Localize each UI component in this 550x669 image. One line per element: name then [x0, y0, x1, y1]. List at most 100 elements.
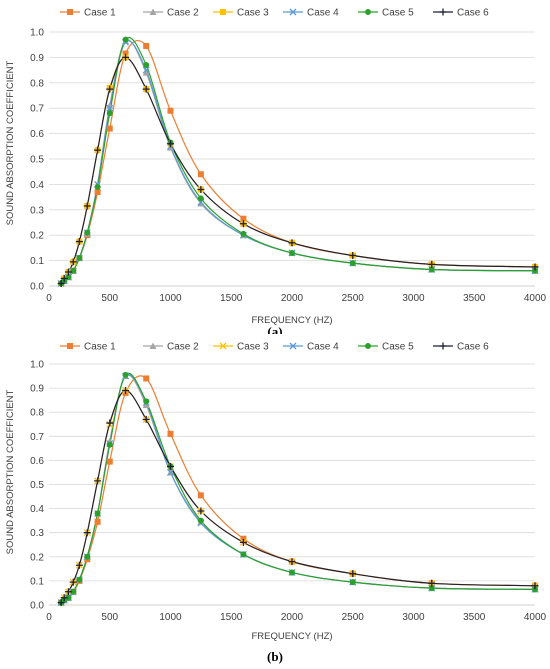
legend-item-case-1: Case 1 [60, 8, 116, 19]
series-line-case-1 [60, 39, 536, 284]
y-tick-label: 0.8 [30, 78, 44, 89]
data-point-case-6 [349, 252, 357, 260]
data-point-case-6 [239, 220, 247, 228]
data-point-case-6 [531, 582, 539, 590]
x-tick-label: 3500 [463, 293, 486, 304]
data-point-case-6 [57, 279, 65, 287]
data-point-case-1 [167, 430, 174, 437]
y-tick-label: 0.5 [30, 155, 44, 166]
series-line-case-2 [60, 39, 536, 284]
legend-item-case-4: Case 4 [283, 342, 339, 353]
y-axis-title: SOUND ABSORPTION COEFFICIENT [5, 389, 16, 554]
legend-label: Case 2 [167, 8, 199, 19]
x-tick-label: 3500 [463, 612, 486, 623]
data-point-case-6 [122, 387, 130, 395]
x-axis-title: FREQUENCY (HZ) [251, 315, 332, 326]
legend-item-case-1: Case 1 [60, 342, 116, 353]
y-tick-labels: 0.0 0.1 0.2 0.3 0.4 0.5 0.6 0.7 0.8 0.9 1.0 [30, 28, 44, 293]
data-point-case-6 [197, 185, 205, 193]
legend-swatch-marker [67, 343, 73, 349]
legend-item-case-3: Case 3 [213, 342, 269, 353]
x-tick-label: 3000 [402, 293, 425, 304]
legend-item-case-6: Case 6 [433, 8, 489, 19]
y-tick-label: 0.4 [30, 504, 44, 515]
data-point-case-6 [94, 477, 102, 485]
data-point-case-5 [197, 195, 204, 202]
data-point-case-5 [289, 249, 295, 256]
data-point-case-6 [83, 529, 91, 537]
data-point-case-5 [240, 551, 247, 558]
legend-label: Case 3 [237, 342, 269, 353]
x-tick-label: 500 [101, 293, 118, 304]
y-tick-label: 0.1 [30, 256, 44, 267]
series-line-case-3 [60, 56, 536, 284]
y-tick-label: 0.5 [30, 480, 44, 491]
legend-item-case-3: Case 3 [213, 8, 269, 19]
legend-swatch-marker [289, 342, 297, 350]
data-point-case-5 [84, 553, 91, 560]
data-point-case-1 [167, 107, 174, 114]
data-point-case-6 [69, 578, 77, 586]
data-point-case-6 [197, 507, 205, 515]
data-point-case-6 [122, 53, 130, 61]
data-point-case-1 [197, 171, 204, 178]
legend-swatch-marker [149, 8, 157, 15]
legend-swatch-marker [439, 8, 447, 16]
legend-label: Case 5 [382, 342, 414, 353]
y-tick-label: 0.8 [30, 408, 44, 419]
data-point-case-4 [167, 468, 174, 476]
series-line-case-3 [60, 389, 536, 603]
x-tick-label: 0 [46, 293, 52, 304]
legend-item-case-4: Case 4 [283, 8, 339, 19]
data-point-case-5 [428, 266, 435, 273]
data-point-case-5 [76, 576, 83, 583]
data-point-case-5 [94, 510, 101, 517]
panel-label: (b) [267, 649, 283, 664]
y-axis-title: SOUND ABSORPTION COEFFICIENT [5, 60, 16, 225]
data-point-case-6 [60, 594, 68, 602]
data-point-case-6 [142, 415, 150, 423]
x-tick-label: 2000 [281, 293, 304, 304]
y-tick-label: 0.2 [30, 231, 44, 242]
data-point-case-6 [57, 599, 65, 607]
y-tick-label: 0.3 [30, 528, 44, 539]
data-point-case-6 [64, 268, 72, 276]
data-point-case-6 [94, 146, 102, 154]
legend-item-case-2: Case 2 [143, 8, 199, 19]
data-point-case-5 [65, 594, 72, 601]
x-tick-label: 500 [101, 612, 118, 623]
chart-b: Case 1 Case 2 Case 3 Case 4 Case 5 Case 6 0.0… [5, 342, 547, 665]
data-point-case-2 [142, 69, 150, 76]
y-tick-label: 1.0 [30, 28, 44, 39]
data-point-case-1 [106, 125, 113, 132]
legend-swatch-marker [365, 343, 371, 349]
legend-swatch-marker [289, 8, 297, 16]
legend-label: Case 4 [307, 342, 339, 353]
series-line-case-4 [60, 40, 536, 284]
legend-swatch-marker [365, 9, 371, 15]
data-point-case-6 [69, 258, 77, 266]
legend-swatch-marker [439, 342, 447, 350]
data-point-case-6 [167, 462, 174, 470]
data-point-case-1 [197, 492, 204, 499]
legend-item-case-5: Case 5 [358, 342, 414, 353]
x-tick-labels: 0 500 1000 1500 2000 2500 3000 3500 4000 [46, 612, 546, 623]
legend: Case 1 Case 2 Case 3 Case 4 Case 5 Case 6 [60, 342, 489, 353]
series-line-case-5 [60, 372, 536, 604]
data-point-case-5 [122, 371, 129, 378]
y-tick-label: 0.9 [30, 384, 44, 395]
legend-label: Case 1 [84, 342, 116, 353]
y-tick-label: 0.2 [30, 552, 44, 563]
x-tick-label: 1000 [159, 612, 182, 623]
data-point-case-1 [143, 375, 150, 382]
data-point-case-4 [142, 66, 150, 74]
legend-label: Case 6 [457, 342, 489, 353]
y-tick-label: 0.3 [30, 205, 44, 216]
y-tick-label: 0.6 [30, 456, 44, 467]
data-point-case-1 [106, 458, 113, 465]
data-point-case-5 [84, 229, 91, 236]
data-point-case-1 [240, 215, 247, 222]
data-point-case-5 [70, 267, 77, 274]
x-axis-title: FREQUENCY (HZ) [251, 631, 332, 642]
y-tick-label: 0.6 [30, 129, 44, 140]
